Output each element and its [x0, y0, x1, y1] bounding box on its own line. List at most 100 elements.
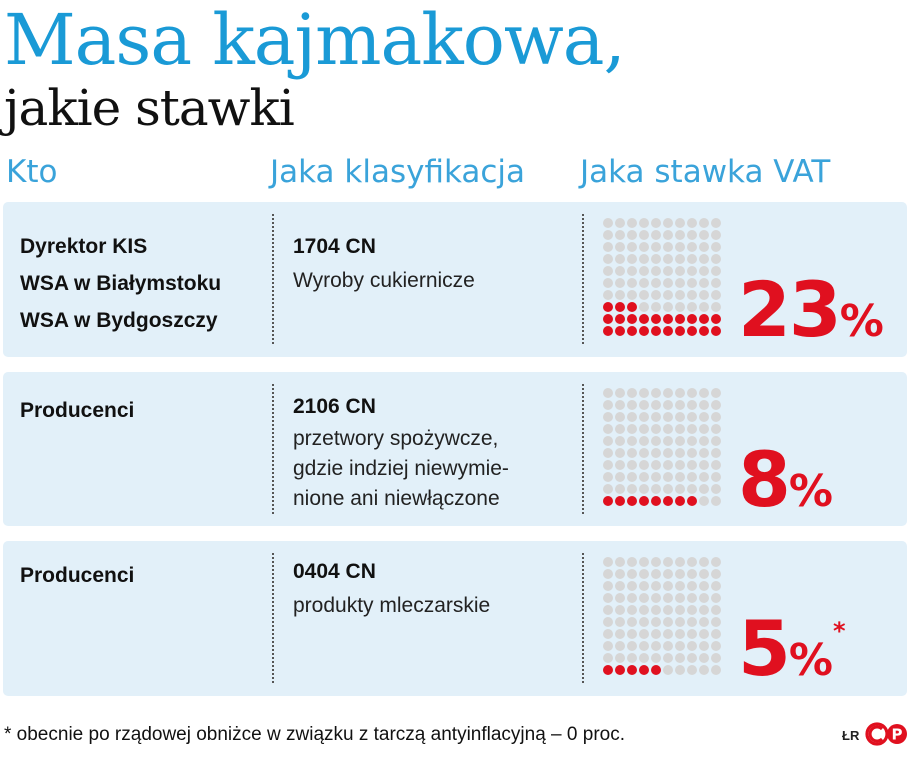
- vat-dot-empty: [675, 581, 685, 591]
- vat-dot-empty: [699, 218, 709, 228]
- vat-dot-empty: [627, 472, 637, 482]
- vat-dot-empty: [615, 617, 625, 627]
- vat-dot-empty: [711, 412, 721, 422]
- vat-dot-empty: [615, 278, 625, 288]
- vat-rate: 8%: [738, 440, 833, 532]
- vat-dot-empty: [711, 448, 721, 458]
- vat-dot-empty: [615, 653, 625, 663]
- vat-dot-empty: [711, 302, 721, 312]
- vat-dot-filled: [627, 314, 637, 324]
- column-divider: [272, 553, 274, 683]
- vat-dot-grid: [603, 218, 721, 336]
- vat-dot-empty: [675, 641, 685, 651]
- vat-dot-empty: [651, 302, 661, 312]
- vat-dot-empty: [687, 302, 697, 312]
- vat-dot-filled: [639, 326, 649, 336]
- vat-dot-empty: [663, 593, 673, 603]
- vat-dot-empty: [663, 460, 673, 470]
- vat-dot-empty: [663, 557, 673, 567]
- vat-dot-empty: [603, 605, 613, 615]
- vat-dot-empty: [627, 460, 637, 470]
- vat-dot-empty: [687, 266, 697, 276]
- vat-dot-empty: [699, 641, 709, 651]
- vat-dot-empty: [627, 593, 637, 603]
- vat-dot-empty: [675, 460, 685, 470]
- vat-dot-empty: [687, 242, 697, 252]
- vat-dot-empty: [615, 448, 625, 458]
- vat-dot-empty: [603, 593, 613, 603]
- column-divider: [582, 384, 584, 514]
- vat-dot-empty: [615, 412, 625, 422]
- vat-dot-empty: [639, 254, 649, 264]
- vat-dot-empty: [603, 266, 613, 276]
- vat-dot-empty: [627, 230, 637, 240]
- vat-dot-empty: [675, 557, 685, 567]
- vat-dot-empty: [675, 278, 685, 288]
- vat-dot-empty: [675, 617, 685, 627]
- vat-dot-empty: [687, 617, 697, 627]
- vat-dot-empty: [675, 436, 685, 446]
- vat-dot-empty: [711, 617, 721, 627]
- vat-dot-empty: [687, 388, 697, 398]
- vat-dot-empty: [603, 242, 613, 252]
- vat-dot-empty: [663, 617, 673, 627]
- vat-dot-empty: [615, 484, 625, 494]
- vat-dot-empty: [687, 436, 697, 446]
- table-row: Producenci 2106 CN przetwory spożywcze, …: [3, 372, 907, 526]
- vat-dot-empty: [687, 290, 697, 300]
- row-who-line: Dyrektor KIS: [20, 235, 148, 258]
- vat-dot-empty: [615, 569, 625, 579]
- row-description-line: Wyroby cukiernicze: [293, 269, 475, 292]
- vat-dot-filled: [699, 314, 709, 324]
- column-divider: [582, 553, 584, 683]
- vat-dot-empty: [699, 569, 709, 579]
- vat-dot-empty: [663, 290, 673, 300]
- vat-dot-empty: [639, 218, 649, 228]
- vat-dot-empty: [663, 218, 673, 228]
- vat-dot-empty: [675, 302, 685, 312]
- vat-dot-empty: [687, 653, 697, 663]
- row-who-line: Producenci: [20, 564, 135, 587]
- vat-dot-empty: [651, 557, 661, 567]
- vat-dot-empty: [615, 218, 625, 228]
- vat-dot-empty: [711, 665, 721, 675]
- column-header-who: Kto: [6, 154, 58, 190]
- vat-dot-empty: [651, 436, 661, 446]
- vat-dot-empty: [603, 278, 613, 288]
- vat-dot-empty: [675, 484, 685, 494]
- vat-dot-empty: [603, 569, 613, 579]
- vat-dot-empty: [711, 266, 721, 276]
- vat-dot-empty: [639, 436, 649, 446]
- vat-dot-empty: [663, 653, 673, 663]
- vat-dot-empty: [627, 278, 637, 288]
- row-who-line: WSA w Bydgoszczy: [20, 309, 218, 332]
- vat-dot-empty: [687, 605, 697, 615]
- vat-rate-percent: %: [788, 466, 833, 517]
- vat-dot-empty: [603, 557, 613, 567]
- vat-dot-empty: [711, 593, 721, 603]
- vat-dot-empty: [687, 400, 697, 410]
- vat-dot-empty: [699, 484, 709, 494]
- vat-dot-empty: [639, 484, 649, 494]
- vat-rate-number: 5: [738, 604, 791, 693]
- vat-dot-empty: [699, 278, 709, 288]
- vat-dot-empty: [639, 557, 649, 567]
- vat-dot-empty: [663, 569, 673, 579]
- vat-rate-number: 8: [738, 435, 791, 524]
- vat-dot-grid: [603, 388, 721, 506]
- vat-dot-grid: [603, 557, 721, 675]
- vat-dot-empty: [687, 629, 697, 639]
- column-divider: [272, 384, 274, 514]
- vat-dot-empty: [663, 400, 673, 410]
- vat-dot-empty: [663, 242, 673, 252]
- vat-rate-percent: %: [839, 296, 884, 347]
- vat-dot-empty: [627, 629, 637, 639]
- vat-dot-empty: [699, 388, 709, 398]
- row-who-line: Producenci: [20, 399, 135, 422]
- vat-dot-empty: [651, 218, 661, 228]
- vat-dot-filled: [639, 496, 649, 506]
- vat-dot-empty: [615, 436, 625, 446]
- vat-dot-empty: [699, 629, 709, 639]
- vat-dot-filled: [627, 665, 637, 675]
- vat-dot-empty: [687, 581, 697, 591]
